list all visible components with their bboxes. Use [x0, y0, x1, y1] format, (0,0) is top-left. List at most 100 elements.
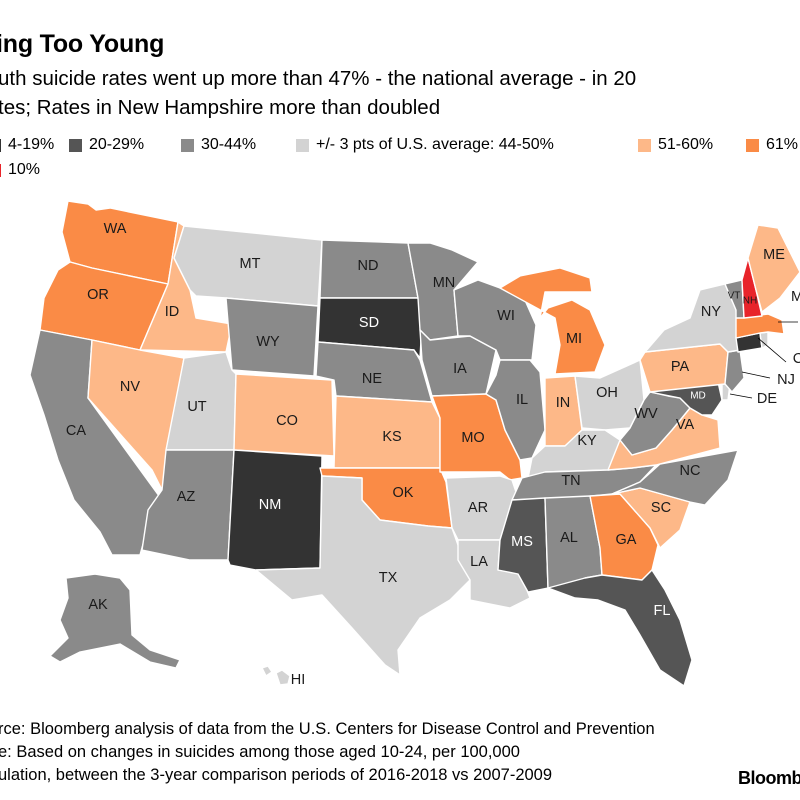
- state-hi-main: [275, 669, 291, 686]
- source-line-1: rce: Bloomberg analysis of data from the…: [0, 720, 655, 738]
- legend-label: 51-60%: [658, 136, 714, 153]
- label-nc: NC: [680, 463, 701, 479]
- label-nh: NH: [743, 296, 757, 307]
- legend-label: 61%: [766, 136, 799, 153]
- label-pa: PA: [671, 359, 690, 375]
- label-tx: TX: [379, 570, 398, 586]
- legend-label: +/- 3 pts of U.S. average: 44-50%: [316, 136, 554, 153]
- source-notes: rce: Bloomberg analysis of data from the…: [0, 718, 655, 787]
- legend-label: 30-44%: [201, 136, 257, 153]
- label-wy: WY: [256, 334, 280, 350]
- legend-item-30-44: 30-44%: [181, 135, 256, 155]
- state-ak: [49, 573, 181, 669]
- label-va: VA: [676, 417, 695, 433]
- legend-swatch: [181, 138, 194, 152]
- us-map: WA OR CA ID NV MT WY UT CO AZ NM ND SD N…: [29, 200, 800, 688]
- source-line-3: ulation, between the 3-year comparison p…: [0, 766, 553, 784]
- state-vt: [724, 279, 745, 319]
- legend-swatch: [0, 138, 1, 152]
- legend-item-51-60: 51-60%: [638, 135, 713, 155]
- label-la: LA: [470, 554, 488, 570]
- label-ut: UT: [187, 399, 206, 415]
- legend: 4-19% 20-29% 30-44% +/- 3 pts of U.S. av…: [0, 135, 800, 185]
- label-ny: NY: [701, 304, 721, 320]
- legend-label: 4-19%: [8, 136, 55, 153]
- state-ia: [419, 329, 497, 397]
- chart-title: ing Too Young: [0, 30, 165, 58]
- nj-leader-line: [741, 371, 771, 379]
- label-ms: MS: [511, 534, 533, 550]
- legend-swatch: [0, 163, 1, 177]
- legend-label: 20-29%: [89, 136, 145, 153]
- legend-swatch: [638, 138, 651, 152]
- label-fl: FL: [654, 603, 671, 619]
- label-mt: MT: [240, 256, 261, 272]
- subtitle-line-2: tes; Rates in New Hampshire more than do…: [0, 96, 441, 119]
- legend-item-4-19: 4-19%: [0, 135, 54, 155]
- label-ak: AK: [88, 597, 108, 613]
- chart-subtitle: uth suicide rates went up more than 47% …: [0, 64, 636, 122]
- legend-item-10: 10%: [0, 160, 40, 180]
- label-id: ID: [165, 304, 180, 320]
- label-nv: NV: [120, 379, 140, 395]
- label-me: ME: [763, 247, 785, 263]
- state-wi: [453, 279, 537, 361]
- label-hi: HI: [291, 672, 306, 688]
- label-sc: SC: [651, 500, 671, 516]
- state-me: [747, 224, 800, 313]
- label-mi: MI: [566, 331, 582, 347]
- label-mo: MO: [461, 430, 484, 446]
- label-ca: CA: [66, 423, 86, 439]
- state-ma: [735, 313, 785, 339]
- label-ma-partial: M: [791, 289, 800, 305]
- label-or: OR: [87, 287, 109, 303]
- legend-item-61: 61%: [746, 135, 798, 155]
- state-wy: [225, 297, 319, 377]
- state-mi: [499, 267, 606, 375]
- label-vt: VT: [728, 291, 741, 302]
- legend-label: 10%: [8, 161, 41, 178]
- label-ia: IA: [453, 361, 467, 377]
- de-leader-line: [729, 393, 753, 399]
- label-ga: GA: [616, 532, 637, 548]
- subtitle-line-1: uth suicide rates went up more than 47% …: [0, 67, 637, 90]
- label-mn: MN: [433, 275, 456, 291]
- label-oh: OH: [596, 385, 618, 401]
- label-de: DE: [757, 391, 777, 407]
- label-tn: TN: [561, 473, 580, 489]
- label-ct-partial: C: [793, 351, 800, 367]
- legend-swatch: [69, 138, 82, 152]
- label-nj: NJ: [777, 372, 795, 388]
- source-line-2: e: Based on changes in suicides among th…: [0, 743, 520, 761]
- label-wi: WI: [497, 308, 515, 324]
- state-nj: [724, 349, 745, 393]
- label-az: AZ: [177, 489, 196, 505]
- label-in: IN: [556, 395, 571, 411]
- state-shapes: [29, 200, 800, 687]
- state-il: [485, 359, 546, 461]
- label-ne: NE: [362, 371, 382, 387]
- legend-item-20-29: 20-29%: [69, 135, 144, 155]
- state-nc: [611, 449, 739, 506]
- state-tx: [255, 475, 471, 676]
- bloomberg-logo: Bloomb: [738, 768, 800, 788]
- state-labels: WA OR CA ID NV MT WY UT CO AZ NM ND SD N…: [66, 221, 800, 688]
- label-co: CO: [276, 413, 298, 429]
- legend-item-us-average: +/- 3 pts of U.S. average: 44-50%: [296, 135, 554, 155]
- label-wv: WV: [634, 406, 658, 422]
- legend-swatch: [746, 138, 759, 152]
- label-nd: ND: [358, 258, 379, 274]
- ri-leader-line: [757, 337, 787, 363]
- state-hi: [261, 665, 273, 677]
- legend-swatch: [296, 138, 309, 152]
- state-fl: [547, 569, 693, 687]
- label-al: AL: [560, 530, 578, 546]
- label-wa: WA: [104, 221, 127, 237]
- label-il: IL: [516, 392, 528, 408]
- label-ky: KY: [577, 433, 597, 449]
- label-nm: NM: [259, 497, 282, 513]
- label-ok: OK: [393, 485, 414, 501]
- label-ks: KS: [382, 429, 401, 445]
- label-md: MD: [690, 391, 706, 402]
- label-sd: SD: [359, 315, 379, 331]
